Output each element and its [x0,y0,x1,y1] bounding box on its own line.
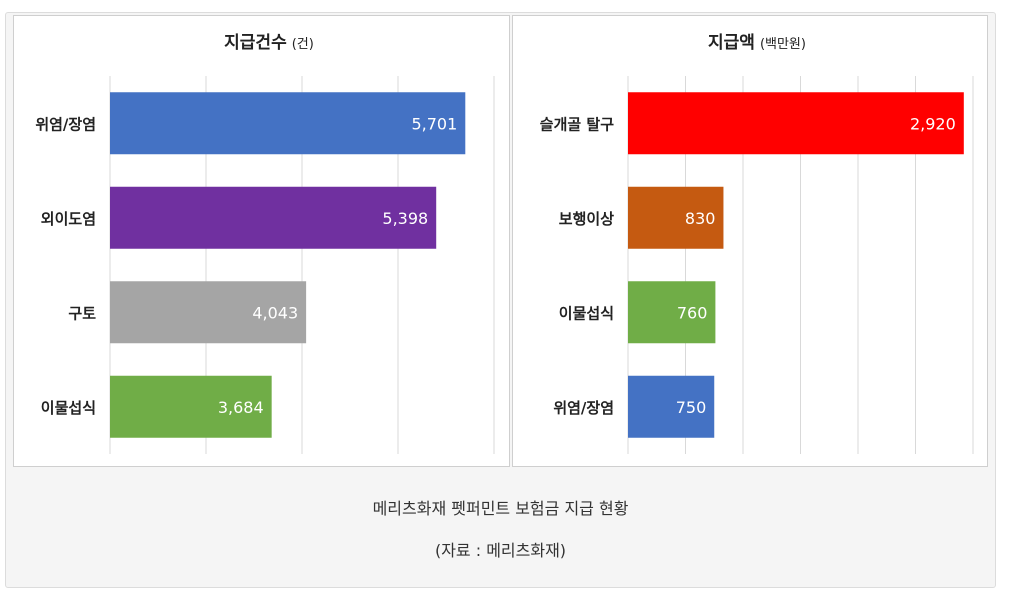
chart-title-text: 지급액 [708,33,755,53]
bar [110,281,307,344]
category-label: 이물섭식 [559,304,614,322]
data-label: 830 [685,209,716,228]
chart-unit-text: (백만원) [760,37,806,52]
chart-title: 지급건수 (건) [224,33,314,53]
bar [110,92,466,155]
figure-source: (자료 : 메리츠화재) [434,541,567,560]
bar [110,375,272,438]
chart-title: 지급액 (백만원) [708,33,806,53]
data-label: 750 [676,398,707,417]
category-label: 구토 [68,304,96,322]
bar [628,281,716,344]
chart-panel-amount: 지급액 (백만원) 슬개골 탈구 2,920 보행이상 830 이물섭식 760 위염/장염 75… [512,15,988,467]
category-label: 보행이상 [559,210,614,228]
data-label: 760 [677,303,708,322]
data-label: 5,398 [382,209,428,228]
bar [628,375,715,438]
chart-count: 지급건수 (건) 위염/장염 5,701 외이도염 5,398 구토 4,043 이물섭식 3,6… [35,33,495,454]
category-label: 이물섭식 [41,399,96,417]
category-label: 외이도염 [41,210,96,228]
data-label: 5,701 [411,114,457,133]
data-label: 4,043 [252,303,298,322]
chart-title-text: 지급건수 [224,33,287,53]
figure-card: 지급건수 (건) 위염/장염 5,701 외이도염 5,398 구토 4,043 이물섭식 3,6… [5,12,996,588]
chart-unit-text: (건) [292,37,314,52]
category-label: 위염/장염 [553,399,614,417]
chart-panel-count: 지급건수 (건) 위염/장염 5,701 외이도염 5,398 구토 4,043 이물섭식 3,6… [13,15,510,467]
bar [110,186,437,249]
data-label: 2,920 [910,114,956,133]
category-label: 슬개골 탈구 [540,115,614,133]
bar [628,92,964,155]
chart-amount: 지급액 (백만원) 슬개골 탈구 2,920 보행이상 830 이물섭식 760 위염/장염 75… [540,33,974,454]
category-label: 위염/장염 [35,115,96,133]
bar [628,186,724,249]
figure-caption: 메리츠화재 펫퍼민트 보험금 지급 현황 [372,499,629,518]
data-label: 3,684 [218,398,264,417]
